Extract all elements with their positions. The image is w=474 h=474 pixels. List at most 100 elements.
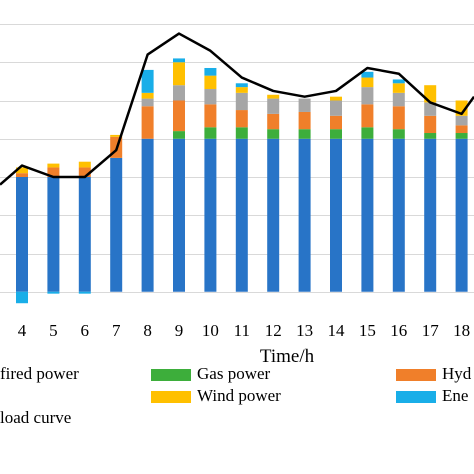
bar-segment xyxy=(298,111,311,130)
bar-segment xyxy=(204,75,217,90)
x-tick-label: 18 xyxy=(453,321,470,340)
legend-label-storage: Ene xyxy=(442,386,469,405)
x-tick-label: 16 xyxy=(390,321,407,340)
legend-swatch-wind xyxy=(151,391,191,403)
bar-segment xyxy=(204,89,217,105)
legend-swatch-storage xyxy=(396,391,436,403)
x-tick-label: 5 xyxy=(49,321,58,340)
bar-segment xyxy=(47,163,60,168)
bar-segment xyxy=(424,133,437,139)
x-tick-label: 10 xyxy=(202,321,219,340)
bar-segment xyxy=(141,138,154,292)
bar-segment xyxy=(361,71,374,78)
bar-segment xyxy=(173,62,185,86)
legend-label-gas: Gas power xyxy=(197,364,271,383)
bar-segment xyxy=(235,138,248,292)
x-tick-label: 12 xyxy=(265,321,282,340)
bar-segment xyxy=(267,113,280,130)
x-tick-label: 11 xyxy=(234,321,250,340)
x-tick-labels: 4 5 6 7 8 9 10 11 12 13 14 15 16 17 18 xyxy=(18,321,470,340)
bar-segment xyxy=(424,102,437,116)
bar-segment xyxy=(424,115,437,134)
bar-segment xyxy=(361,104,374,128)
bar-segment xyxy=(330,129,342,139)
bar-segment xyxy=(361,138,374,292)
bar-segment xyxy=(204,67,217,76)
bar-segment xyxy=(235,92,248,111)
bar-segment xyxy=(78,177,91,292)
load-curve-path xyxy=(0,32,474,186)
bar-segment xyxy=(267,138,280,292)
bar-segment xyxy=(298,138,311,292)
bar-segment xyxy=(392,92,405,107)
bar-segment xyxy=(235,83,248,88)
bar-segment xyxy=(47,177,60,292)
bar-segment xyxy=(141,98,154,107)
x-axis-title: Time/h xyxy=(260,346,315,367)
bar-segment xyxy=(204,104,217,128)
bar-segment xyxy=(392,129,405,139)
bar-segment xyxy=(173,100,185,132)
load-curve-line xyxy=(0,32,474,186)
bar-segment xyxy=(298,98,311,112)
bar-segment xyxy=(330,138,342,292)
bar-segment xyxy=(361,77,374,88)
bar-segment xyxy=(141,92,154,99)
bar-segment xyxy=(424,138,437,292)
x-tick-label: 9 xyxy=(175,321,184,340)
bar-segment xyxy=(47,167,60,177)
bar-segment xyxy=(141,69,154,93)
bar-segment xyxy=(298,129,311,139)
bar-segment xyxy=(141,106,154,139)
x-tick-label: 15 xyxy=(359,321,376,340)
legend-label-load: load curve xyxy=(0,408,72,427)
x-tick-label: 4 xyxy=(18,321,27,340)
legend-label-wind: Wind power xyxy=(197,386,281,405)
bar-segment xyxy=(47,291,60,294)
bar-segment xyxy=(235,87,248,93)
bar-segment xyxy=(78,291,91,294)
bar-segment xyxy=(16,177,28,292)
bar-segment xyxy=(173,131,185,139)
bar-segment xyxy=(361,87,374,105)
bar-segment xyxy=(392,138,405,292)
x-tick-label: 14 xyxy=(328,321,346,340)
bar-segment xyxy=(267,94,280,99)
x-tick-label: 6 xyxy=(81,321,90,340)
x-tick-label: 13 xyxy=(296,321,313,340)
bar-segment xyxy=(267,98,280,114)
x-tick-label: 17 xyxy=(422,321,440,340)
bar-segment xyxy=(455,133,468,139)
bar-segment xyxy=(204,127,217,139)
bar-segment xyxy=(110,157,123,292)
legend-label-hydro: Hyd xyxy=(442,364,472,383)
bar-segment xyxy=(455,125,468,134)
bar-segment xyxy=(173,58,185,63)
bar-segment xyxy=(16,173,28,177)
bar-segment xyxy=(330,115,342,130)
bar-segment xyxy=(78,161,91,168)
bar-segment xyxy=(16,291,28,304)
bar-segment xyxy=(204,138,217,292)
bar-segment xyxy=(78,167,91,177)
bar-segment xyxy=(455,138,468,292)
x-tick-label: 7 xyxy=(112,321,121,340)
bar-segment xyxy=(330,96,342,101)
bar-segment xyxy=(392,83,405,93)
bar-segment xyxy=(330,100,342,116)
bar-segment xyxy=(361,127,374,139)
bar-segment xyxy=(173,138,185,292)
bar-segment xyxy=(16,167,28,174)
bar-segment xyxy=(235,127,248,139)
bar-segment xyxy=(392,106,405,130)
bar-segment xyxy=(392,79,405,84)
bar-segment xyxy=(110,134,123,137)
bar-segment xyxy=(235,110,248,128)
bar-segment xyxy=(173,85,185,101)
legend-swatch-gas xyxy=(151,369,191,381)
legend-label-coal: fired power xyxy=(0,364,79,383)
x-tick-label: 8 xyxy=(143,321,152,340)
bar-segment xyxy=(267,129,280,139)
bars xyxy=(16,58,468,304)
